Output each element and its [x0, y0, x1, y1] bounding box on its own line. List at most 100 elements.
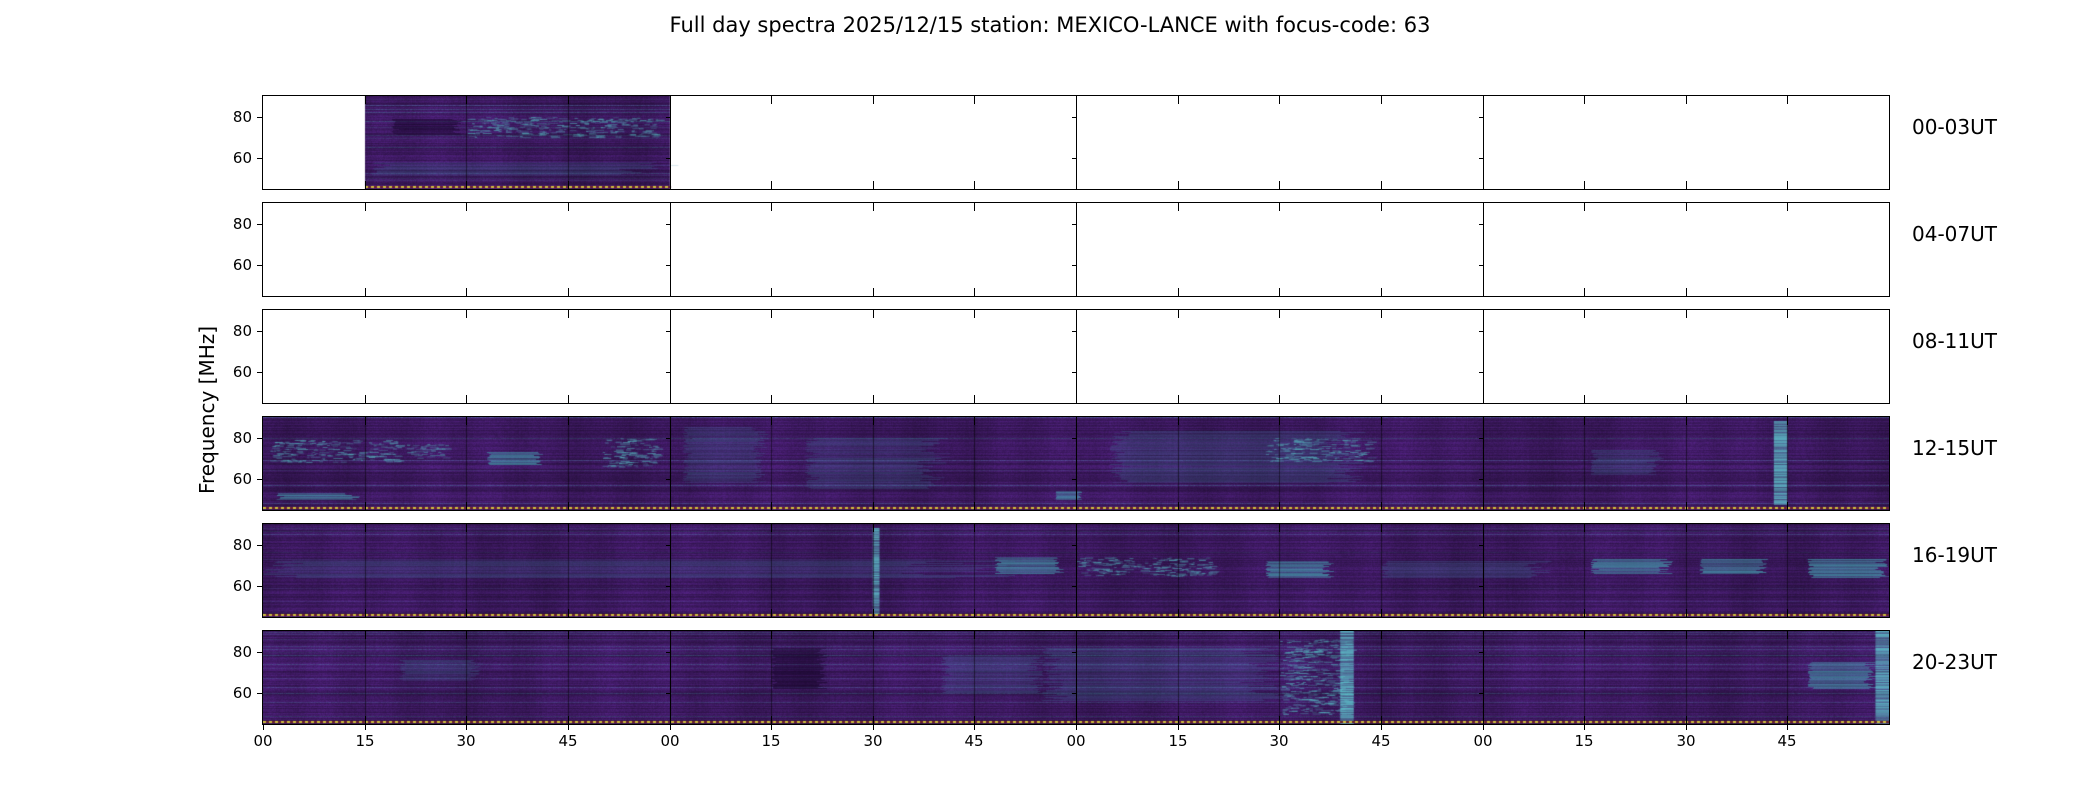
quarter-tick-bottom — [1584, 181, 1585, 189]
quarter-tick-top — [1787, 631, 1788, 639]
y-tick-mark — [257, 652, 262, 653]
x-tick-label: 00 — [1066, 732, 1086, 750]
quarter-tick-top — [568, 417, 569, 425]
subaxis-y-tick — [666, 438, 670, 439]
x-tick-mark — [1686, 725, 1687, 730]
hour-boundary-line — [1076, 417, 1077, 510]
quarter-tick-top — [873, 631, 874, 639]
quarter-tick-bottom — [873, 288, 874, 296]
quarter-tick-bottom — [1279, 181, 1280, 189]
quarter-tick-top — [466, 96, 467, 104]
x-tick-label: 00 — [660, 732, 680, 750]
quarter-tick-top — [1381, 631, 1382, 639]
spectrogram-panel-16-19UT — [262, 523, 1890, 618]
quarter-tick-bottom — [974, 181, 975, 189]
quarter-tick-top — [1279, 96, 1280, 104]
quarter-tick-top — [1279, 203, 1280, 211]
quarter-tick-top — [1787, 417, 1788, 425]
subaxis-y-tick — [1479, 479, 1483, 480]
hour-boundary-line — [670, 203, 671, 296]
subaxis-y-tick — [666, 372, 670, 373]
quarter-tick-top — [1584, 96, 1585, 104]
quarter-tick-bottom — [873, 395, 874, 403]
quarter-tick-bottom — [1381, 288, 1382, 296]
quarter-tick-top — [771, 417, 772, 425]
quarter-tick-top — [365, 524, 366, 532]
y-tick-label: 80 — [232, 536, 252, 554]
subaxis-y-tick — [1072, 372, 1076, 373]
subaxis-y-tick — [1072, 158, 1076, 159]
x-tick-mark — [1584, 725, 1585, 730]
subaxis-y-tick — [666, 117, 670, 118]
quarter-tick-top — [974, 203, 975, 211]
row-label-16-19UT: 16-19UT — [1912, 543, 1997, 567]
y-axis-label: Frequency [MHz] — [195, 325, 219, 495]
quarter-tick-bottom — [1279, 395, 1280, 403]
subaxis-y-tick — [1479, 545, 1483, 546]
spectrogram-panel-04-07UT — [262, 202, 1890, 297]
quarter-tick-top — [873, 203, 874, 211]
quarter-tick-bottom — [1686, 395, 1687, 403]
quarter-tick-bottom — [365, 609, 366, 617]
hour-boundary-line — [670, 96, 671, 189]
quarter-tick-bottom — [1787, 288, 1788, 296]
quarter-tick-top — [974, 417, 975, 425]
x-tick-label: 30 — [1676, 732, 1696, 750]
subaxis-y-tick — [1072, 438, 1076, 439]
hour-boundary-line — [670, 524, 671, 617]
quarter-tick-top — [1584, 417, 1585, 425]
quarter-tick-bottom — [1279, 288, 1280, 296]
spectrogram-panel-20-23UT — [262, 630, 1890, 725]
quarter-tick-top — [1584, 310, 1585, 318]
subaxis-y-tick — [1072, 224, 1076, 225]
y-tick-label: 60 — [232, 470, 252, 488]
quarter-tick-top — [365, 96, 366, 104]
row-label-00-03UT: 00-03UT — [1912, 115, 1997, 139]
hour-boundary-line — [1076, 96, 1077, 189]
subaxis-y-tick — [666, 693, 670, 694]
quarter-tick-bottom — [771, 502, 772, 510]
x-tick-label: 30 — [456, 732, 476, 750]
quarter-tick-bottom — [568, 181, 569, 189]
quarter-tick-bottom — [1381, 502, 1382, 510]
quarter-tick-top — [771, 310, 772, 318]
quarter-tick-bottom — [974, 395, 975, 403]
quarter-tick-bottom — [568, 288, 569, 296]
subaxis-y-tick — [1072, 652, 1076, 653]
quarter-tick-top — [568, 631, 569, 639]
quarter-tick-bottom — [1584, 502, 1585, 510]
x-tick-label: 45 — [1371, 732, 1391, 750]
quarter-tick-bottom — [1178, 502, 1179, 510]
quarter-tick-top — [1279, 524, 1280, 532]
quarter-tick-bottom — [771, 181, 772, 189]
row-label-12-15UT: 12-15UT — [1912, 436, 1997, 460]
quarter-tick-top — [1178, 631, 1179, 639]
subaxis-y-tick — [1072, 586, 1076, 587]
spectrogram-panel-00-03UT — [262, 95, 1890, 190]
quarter-tick-bottom — [1178, 395, 1179, 403]
spectrogram-panel-08-11UT — [262, 309, 1890, 404]
quarter-tick-bottom — [365, 181, 366, 189]
subaxis-y-tick — [1479, 265, 1483, 266]
quarter-tick-bottom — [466, 502, 467, 510]
hour-boundary-line — [1483, 203, 1484, 296]
quarter-tick-top — [568, 524, 569, 532]
quarter-tick-top — [1381, 203, 1382, 211]
quarter-tick-top — [771, 631, 772, 639]
x-tick-mark — [466, 725, 467, 730]
y-tick-label: 80 — [232, 108, 252, 126]
quarter-tick-bottom — [1381, 181, 1382, 189]
row-label-20-23UT: 20-23UT — [1912, 650, 1997, 674]
quarter-tick-top — [974, 524, 975, 532]
y-tick-mark — [257, 693, 262, 694]
x-tick-mark — [568, 725, 569, 730]
hour-boundary-line — [1483, 524, 1484, 617]
quarter-tick-top — [1381, 310, 1382, 318]
quarter-tick-top — [568, 203, 569, 211]
quarter-tick-top — [1686, 524, 1687, 532]
quarter-tick-bottom — [1584, 395, 1585, 403]
subaxis-y-tick — [1479, 693, 1483, 694]
y-tick-label: 60 — [232, 149, 252, 167]
x-tick-label: 30 — [863, 732, 883, 750]
quarter-tick-top — [1178, 524, 1179, 532]
